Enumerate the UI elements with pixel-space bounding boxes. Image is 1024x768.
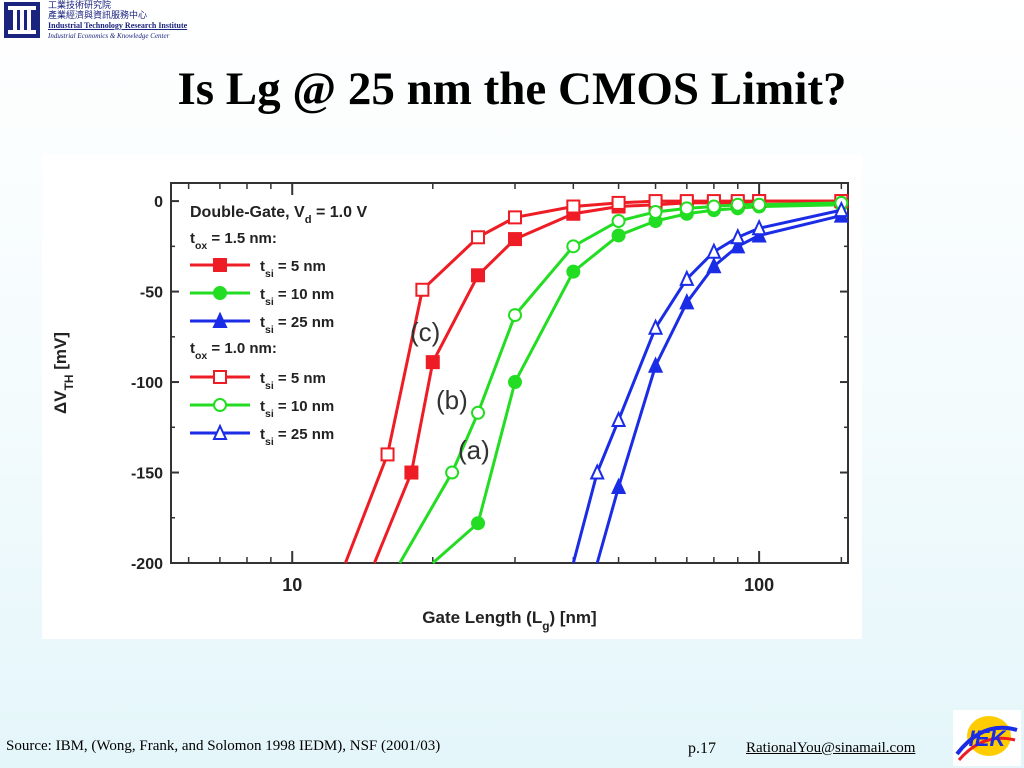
data-point-circle: [213, 398, 227, 412]
legend-group-1: tox = 1.5 nm:: [190, 230, 277, 252]
data-point-circle: [566, 264, 581, 279]
data-point-circle: [706, 199, 721, 214]
data-point-square: [471, 230, 486, 245]
data-point-circle: [679, 201, 694, 216]
curve-annotation-0: (c): [410, 317, 440, 347]
org-name-zh-2: 產業經濟與資訊服務中心: [48, 11, 148, 21]
y-tick-label: -150: [131, 466, 163, 483]
data-point-triangle: [730, 236, 746, 254]
x-axis-label: Gate Length (Lg) [nm]: [422, 608, 596, 633]
series-5: [571, 200, 849, 564]
y-tick-label: -200: [131, 556, 163, 573]
data-point-triangle: [679, 269, 695, 286]
data-point-triangle: [647, 318, 664, 335]
y-axis-label: ΔVTH [mV]: [51, 332, 76, 414]
legend-entry-4: tsi = 10 nm: [190, 398, 334, 420]
data-point-square: [611, 195, 626, 210]
page-number: p.17: [688, 740, 716, 757]
legend-header: Double-Gate, Vd = 1.0 V: [190, 204, 367, 226]
data-point-triangle: [751, 218, 767, 236]
x-tick-label: 100: [744, 575, 774, 595]
data-point-triangle: [833, 200, 849, 218]
data-point-triangle: [647, 356, 664, 373]
data-point-square: [213, 370, 227, 384]
slide-title: Is Lg @ 25 nm the CMOS Limit?: [177, 63, 847, 115]
data-point-circle: [752, 197, 767, 212]
chart-svg: 0 -50 -100 -150 -200 10 100 Double-Gate, Vd = …: [51, 182, 849, 633]
org-name-en-2: Industrial Economics & Knowledge Center: [48, 32, 170, 40]
iek-logo-text: IEK: [969, 726, 1008, 751]
org-name-zh-1: 工業技術研究院: [48, 1, 112, 11]
legend-entry-label: tsi = 5 nm: [260, 258, 326, 280]
data-point-triangle: [706, 242, 722, 259]
y-tick-label: 0: [154, 194, 163, 211]
legend-entry-0: tsi = 5 nm: [190, 258, 326, 280]
data-point-circle: [213, 286, 227, 300]
data-point-triangle: [589, 463, 605, 480]
data-point-triangle: [730, 227, 746, 245]
data-point-triangle: [212, 311, 228, 328]
data-point-triangle: [611, 410, 627, 428]
data-point-square: [425, 355, 440, 370]
data-point-square: [380, 447, 395, 462]
data-point-square: [471, 268, 486, 283]
iek-logo-icon: IEK: [953, 710, 1021, 766]
data-point-square: [213, 258, 227, 272]
legend-entry-label: tsi = 10 nm: [260, 398, 334, 420]
curve-annotation-1: (b): [436, 385, 468, 415]
data-point-circle: [507, 375, 522, 390]
series-2: [595, 206, 849, 564]
itri-logo-icon: [4, 2, 40, 38]
data-point-square: [507, 210, 522, 225]
data-point-triangle: [212, 423, 228, 440]
data-point-square: [415, 282, 430, 297]
data-point-circle: [471, 516, 486, 531]
contact-email-link[interactable]: RationalYou@sinamail.com: [746, 740, 916, 756]
legend-entry-label: tsi = 25 nm: [260, 426, 334, 448]
legend-group-2: tox = 1.0 nm:: [190, 340, 277, 362]
legend-entry-label: tsi = 10 nm: [260, 286, 334, 308]
data-point-circle: [730, 197, 745, 212]
organization-name: 工業技術研究院 產業經濟與資訊服務中心 Industrial Technolog…: [48, 1, 187, 41]
org-name-en-1: Industrial Technology Research Institute: [48, 21, 188, 30]
legend-entry-1: tsi = 10 nm: [190, 286, 334, 308]
legend-entry-label: tsi = 25 nm: [260, 314, 334, 336]
data-point-square: [507, 232, 522, 247]
data-point-circle: [648, 204, 663, 219]
x-tick-label: 10: [282, 575, 302, 595]
data-point-square: [404, 465, 419, 480]
data-point-circle: [507, 308, 522, 323]
data-point-circle: [445, 465, 460, 480]
source-citation: Source: IBM, (Wong, Frank, and Solomon 1…: [6, 738, 441, 754]
data-point-triangle: [679, 293, 695, 310]
curve-annotation-2: (a): [458, 435, 490, 465]
data-point-triangle: [706, 256, 722, 274]
data-point-square: [566, 199, 581, 214]
legend-entry-3: tsi = 5 nm: [190, 370, 326, 392]
data-point-circle: [611, 214, 626, 228]
data-point-triangle: [611, 477, 627, 494]
legend-entry-5: tsi = 25 nm: [190, 423, 334, 448]
legend-entry-2: tsi = 25 nm: [190, 311, 334, 336]
data-point-circle: [566, 239, 581, 254]
data-point-circle: [611, 228, 626, 243]
y-tick-label: -50: [140, 285, 163, 302]
y-tick-label: -100: [131, 375, 163, 392]
data-point-circle: [471, 405, 486, 420]
chart-figure: 0 -50 -100 -150 -200 10 100 Double-Gate, Vd = …: [42, 155, 862, 639]
legend-entry-label: tsi = 5 nm: [260, 370, 326, 392]
series-4: [398, 195, 849, 564]
